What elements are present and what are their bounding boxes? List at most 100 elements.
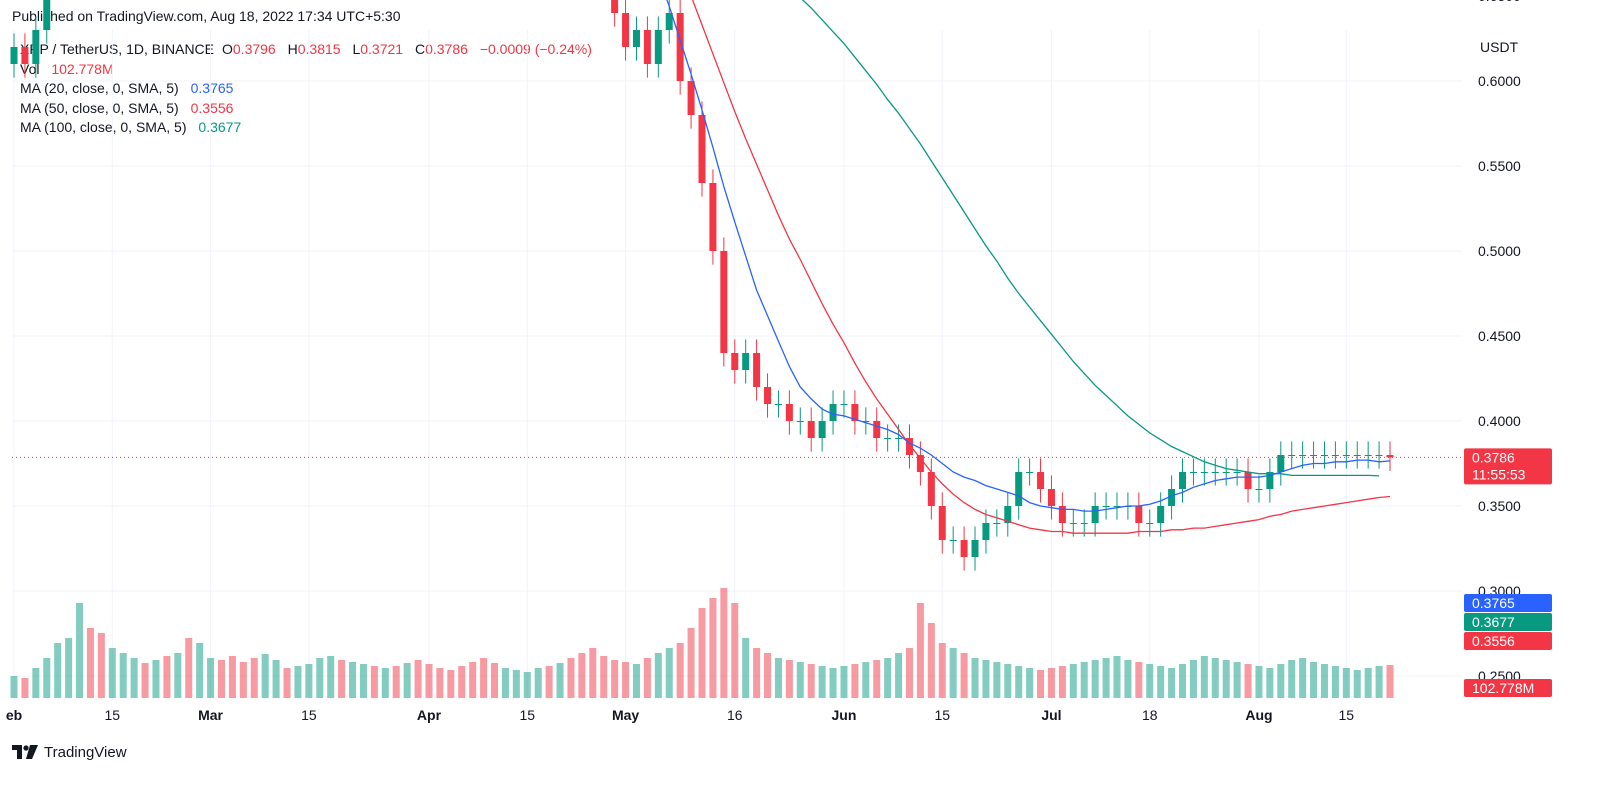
volume-bar xyxy=(1113,656,1121,698)
volume-bar xyxy=(960,653,968,698)
volume-bar xyxy=(283,668,291,698)
volume-bar xyxy=(1266,668,1274,698)
ma100-line xyxy=(801,0,1380,477)
high-label: H xyxy=(287,41,298,57)
volume-bar xyxy=(840,666,848,698)
time-tick-label: eb xyxy=(6,707,22,723)
time-tick-label: Apr xyxy=(417,707,442,723)
volume-bar xyxy=(764,653,772,698)
volume-bar xyxy=(1342,668,1350,698)
candle-body xyxy=(895,438,903,439)
volume-bar xyxy=(523,672,531,698)
time-tick-label: 15 xyxy=(104,707,120,723)
grid-lines xyxy=(12,30,1462,700)
volume-bar xyxy=(185,638,193,698)
ma100-tag-bg xyxy=(1464,613,1552,631)
volume-bar xyxy=(851,664,859,698)
published-timestamp: Published on TradingView.com, Aug 18, 20… xyxy=(12,8,401,24)
price-tick-label: 0.4500 xyxy=(1478,328,1521,344)
volume-bar xyxy=(86,628,94,698)
time-tick-label: 16 xyxy=(727,707,743,723)
volume-bar xyxy=(1026,668,1034,698)
candle-body xyxy=(698,115,706,183)
volume-bar xyxy=(622,662,630,698)
volume-bar xyxy=(501,668,509,698)
volume-bar xyxy=(174,653,182,698)
volume-bar xyxy=(545,666,553,698)
candle-body xyxy=(971,540,979,557)
candle-body xyxy=(1320,455,1328,456)
ma50-value: 0.3556 xyxy=(190,99,234,116)
candle-body xyxy=(1047,489,1055,506)
volume-bar xyxy=(65,638,73,698)
symbol-title[interactable]: XRP / TetherUS, 1D, BINANCE xyxy=(20,41,214,57)
time-tick-label: 15 xyxy=(301,707,317,723)
candle-body xyxy=(1189,472,1197,473)
time-axis[interactable]: eb 15 Mar 15 Apr 15 May 16 Jun 15 Jul 18 Aug 15 xyxy=(6,707,1354,723)
volume-bar xyxy=(469,662,477,698)
volume-bar xyxy=(982,660,990,698)
volume-bar xyxy=(163,656,171,698)
volume-bar xyxy=(97,633,105,698)
volume-bar xyxy=(414,660,422,698)
candle-body xyxy=(1080,523,1088,524)
candle-body xyxy=(1364,455,1372,456)
volume-bar xyxy=(534,668,542,698)
time-tick-label: Mar xyxy=(198,707,223,723)
ma20-label[interactable]: MA (20, close, 0, SMA, 5) xyxy=(20,80,179,97)
volume-bar xyxy=(359,664,367,698)
low-label: L xyxy=(352,41,361,57)
volume-bar xyxy=(1168,668,1176,698)
volume-bar xyxy=(1353,670,1361,698)
ma20-line xyxy=(666,0,1391,512)
time-tick-label: Jun xyxy=(832,707,857,723)
price-tick-label: 0.3500 xyxy=(1478,498,1521,514)
candle-body xyxy=(1244,472,1252,489)
candle-body xyxy=(665,13,673,30)
candle-body xyxy=(709,183,717,251)
candle-body xyxy=(1004,506,1012,523)
volume-tag-bg xyxy=(1464,679,1552,697)
ma50-label[interactable]: MA (50, close, 0, SMA, 5) xyxy=(20,99,179,116)
legend-ma100-row: MA (100, close, 0, SMA, 5) 0.3677 xyxy=(20,118,592,138)
volume-bar xyxy=(425,664,433,698)
volume-bar xyxy=(1091,660,1099,698)
time-tick-label: 15 xyxy=(934,707,950,723)
candle-body xyxy=(1015,472,1023,506)
volume-bar xyxy=(119,653,127,698)
candle-body xyxy=(1342,455,1350,456)
volume-bar xyxy=(1288,660,1296,698)
ma100-value: 0.3677 xyxy=(198,119,242,136)
price-axis[interactable]: 0.25000.30000.35000.40000.45000.50000.55… xyxy=(1478,0,1521,684)
candle-body xyxy=(1113,506,1121,507)
volume-bar xyxy=(578,653,586,698)
volume-bar xyxy=(130,658,138,698)
volume-bar xyxy=(1124,660,1132,698)
tradingview-logo-icon xyxy=(12,745,38,759)
volume-bar xyxy=(1310,662,1318,698)
volume-bar xyxy=(665,648,673,698)
volume-bar xyxy=(1015,666,1023,698)
candle-body xyxy=(1058,506,1066,523)
candle-body xyxy=(1353,455,1361,456)
volume-bar xyxy=(600,656,608,698)
candle-body xyxy=(632,30,640,47)
ma100-tag-text: 0.3677 xyxy=(1472,614,1515,630)
ma100-label[interactable]: MA (100, close, 0, SMA, 5) xyxy=(20,119,187,136)
last-price-tag-bg xyxy=(1464,448,1552,485)
volume-bar xyxy=(76,603,84,698)
volume-bar xyxy=(709,598,717,698)
volume-bar xyxy=(403,663,411,698)
volume-bar xyxy=(1320,664,1328,698)
volume-bar xyxy=(949,648,957,698)
volume-bar xyxy=(436,668,444,698)
tradingview-brand[interactable]: TradingView xyxy=(12,742,127,762)
volume-bar xyxy=(10,676,18,698)
volume-bar xyxy=(993,662,1001,698)
volume-bar xyxy=(1299,658,1307,698)
last-price-countdown: 11:55:53 xyxy=(1472,466,1526,482)
candle-body xyxy=(43,0,51,30)
volume-bar xyxy=(1069,664,1077,698)
volume-bar xyxy=(1080,662,1088,698)
